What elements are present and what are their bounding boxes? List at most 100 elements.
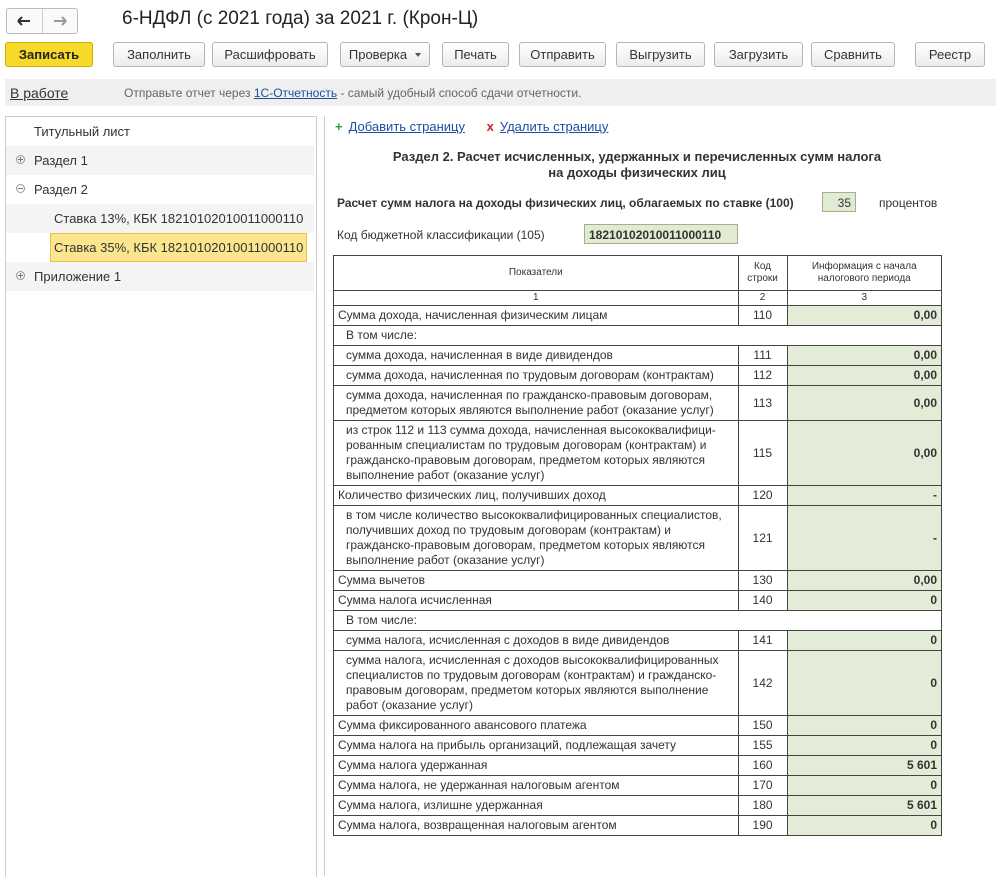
- back-button[interactable]: [7, 9, 42, 33]
- forward-button[interactable]: [41, 9, 78, 33]
- label-cell: Сумма налога, излишне удержанная: [333, 795, 739, 816]
- toolbar-button[interactable]: Реестр: [915, 42, 985, 67]
- value-cell[interactable]: 0: [786, 630, 942, 651]
- value-cell[interactable]: -: [786, 505, 942, 571]
- state-link[interactable]: В работе: [10, 85, 69, 101]
- expand-icon[interactable]: [16, 184, 25, 193]
- value-cell[interactable]: 0,00: [786, 420, 942, 486]
- value-cell[interactable]: 0: [786, 650, 942, 716]
- toolbar-button[interactable]: Сравнить: [811, 42, 895, 67]
- label-cell: Сумма налога исчисленная: [333, 590, 739, 611]
- code-cell: 150: [737, 715, 788, 736]
- button-label: Выгрузить: [629, 47, 692, 62]
- code-cell: 130: [737, 570, 788, 591]
- table-row: Количество физических лиц, получивших до…: [333, 485, 942, 506]
- table-row: из строк 112 и 113 сумма дохода, начисле…: [333, 420, 942, 486]
- value-cell[interactable]: 0: [786, 715, 942, 736]
- tree-label: Ставка 35%, КБК 18210102010011000110: [50, 233, 308, 262]
- tree-item[interactable]: Ставка 13%, КБК 18210102010011000110: [6, 204, 314, 233]
- tree-item[interactable]: Раздел 2: [6, 175, 314, 204]
- column-header: Показатели: [333, 255, 739, 291]
- tree-item[interactable]: Ставка 35%, КБК 18210102010011000110: [6, 233, 314, 262]
- rate-field[interactable]: 35: [822, 192, 856, 212]
- label-cell: Сумма вычетов: [333, 570, 739, 591]
- status-bar: В работе Отправьте отчет через 1С-Отчетн…: [5, 79, 996, 106]
- page-actions: + Добавить страницу x Удалить страницу: [335, 119, 609, 134]
- table-row: Сумма налога исчисленная 140 0: [333, 590, 942, 611]
- value-cell[interactable]: 0,00: [786, 365, 942, 386]
- label-cell: Сумма дохода, начисленная физическим лиц…: [333, 305, 739, 326]
- value-cell[interactable]: 0,00: [786, 345, 942, 366]
- table-row: Сумма налога на прибыль организаций, под…: [333, 735, 942, 756]
- tree-label: Приложение 1: [34, 269, 122, 284]
- value-cell[interactable]: 0: [786, 735, 942, 756]
- hint-suffix: - самый удобный способ сдачи отчетности.: [340, 86, 582, 100]
- toolbar-button[interactable]: Записать: [5, 42, 93, 67]
- label-cell: Сумма фиксированного авансового платежа: [333, 715, 739, 736]
- column-number: 3: [786, 290, 942, 306]
- heading-line: на доходы физических лиц: [548, 165, 726, 180]
- kbk-label: Код бюджетной классификации (105): [337, 228, 545, 242]
- toolbar-button[interactable]: Заполнить: [113, 42, 205, 67]
- button-label: Отправить: [530, 47, 595, 62]
- button-label: Печать: [454, 47, 497, 62]
- value-cell[interactable]: 0,00: [786, 305, 942, 326]
- table-row: сумма дохода, начисленная в виде дивиден…: [333, 345, 942, 366]
- dropdown-caret: [415, 52, 422, 57]
- code-cell: 141: [737, 630, 788, 651]
- table-row: Сумма налога, не удержанная налоговым аг…: [333, 775, 942, 796]
- report-table: Показатели Код строки Информация с начала …: [333, 255, 942, 836]
- label-cell: сумма дохода, начисленная по гражданско-…: [333, 385, 739, 421]
- toolbar-button[interactable]: Отправить: [519, 42, 606, 67]
- rate-label: Расчет сумм налога на доходы физических …: [337, 196, 794, 210]
- toolbar-button[interactable]: Расшифровать: [212, 42, 328, 67]
- delete-page[interactable]: Удалить страницу: [499, 119, 609, 134]
- toolbar-button[interactable]: Проверка: [340, 42, 430, 67]
- value-cell[interactable]: 5 601: [786, 795, 942, 816]
- label-cell: Количество физических лиц, получивших до…: [333, 485, 739, 506]
- rate-unit: процентов: [879, 196, 938, 210]
- code-cell: 140: [737, 590, 788, 611]
- expand-icon[interactable]: [16, 271, 25, 280]
- table-row: сумма дохода, начисленная по трудовым до…: [333, 365, 942, 386]
- table-row: в том числе количество высококвалифициро…: [333, 505, 942, 571]
- button-label: Записать: [18, 47, 80, 62]
- button-label: Расшифровать: [224, 47, 316, 62]
- hint-prefix: Отправьте отчет через: [124, 86, 251, 100]
- button-label: Сравнить: [824, 47, 882, 62]
- tree-label: Раздел 1: [34, 153, 88, 168]
- code-cell: 121: [737, 505, 788, 571]
- toolbar-button[interactable]: Печать: [442, 42, 509, 67]
- value-cell[interactable]: -: [786, 485, 942, 506]
- value-cell[interactable]: 0: [786, 590, 942, 611]
- button-label: Реестр: [928, 47, 972, 62]
- toolbar-button[interactable]: Загрузить: [714, 42, 803, 67]
- kbk-field[interactable]: 18210102010011000110: [584, 224, 738, 244]
- hint: Отправьте отчет через 1С-Отчетность - са…: [124, 86, 581, 100]
- tree-item[interactable]: Приложение 1: [6, 262, 314, 291]
- table-row: сумма дохода, начисленная по гражданско-…: [333, 385, 942, 421]
- add-page[interactable]: Добавить страницу: [348, 119, 465, 134]
- label-cell: сумма дохода, начисленная в виде дивиден…: [333, 345, 739, 366]
- value-cell[interactable]: 0,00: [786, 570, 942, 591]
- hint-link[interactable]: 1С-Отчетность: [253, 86, 338, 100]
- value-cell[interactable]: 0: [786, 775, 942, 796]
- column-header: Информация с начала налогового периода: [786, 255, 942, 291]
- value-cell[interactable]: 5 601: [786, 755, 942, 776]
- button-label: Загрузить: [728, 47, 789, 62]
- toolbar-button[interactable]: Выгрузить: [616, 42, 705, 67]
- code-cell: 142: [737, 650, 788, 716]
- value-cell[interactable]: 0,00: [786, 385, 942, 421]
- code-cell: 110: [737, 305, 788, 326]
- tree-item[interactable]: Раздел 1: [6, 146, 314, 175]
- column-number: 2: [737, 290, 788, 306]
- label-cell: сумма дохода, начисленная по трудовым до…: [333, 365, 739, 386]
- expand-icon[interactable]: [16, 155, 25, 164]
- tree-item[interactable]: Титульный лист: [6, 117, 314, 146]
- label-cell: сумма налога, исчисленная с доходов высо…: [333, 650, 739, 716]
- value-cell[interactable]: 0: [786, 815, 942, 836]
- header-row: Показатели Код строки Информация с начала …: [333, 255, 942, 291]
- code-cell: 170: [737, 775, 788, 796]
- label-cell: в том числе количество высококвалифициро…: [333, 505, 739, 571]
